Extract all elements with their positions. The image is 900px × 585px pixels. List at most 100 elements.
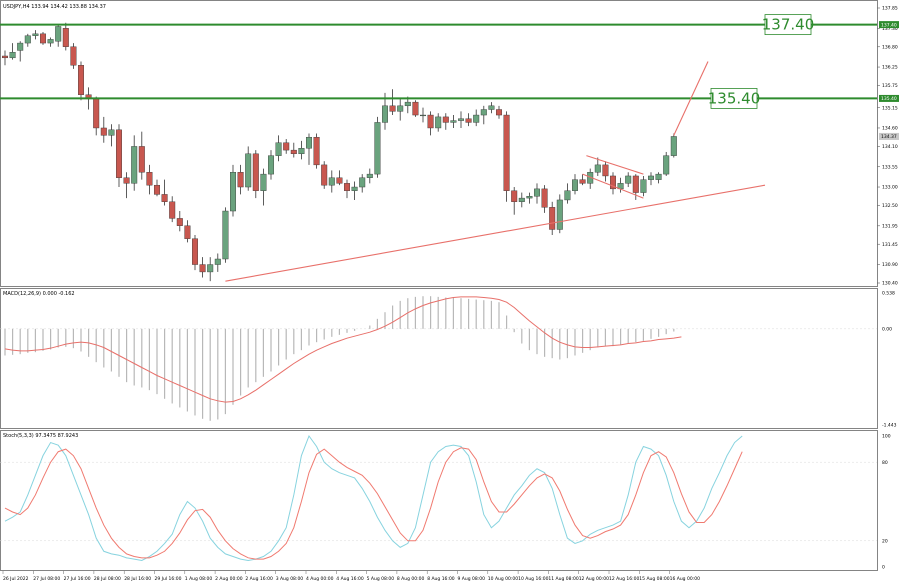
bullish-candle bbox=[670, 136, 677, 156]
price-tick-label: 133.00 bbox=[882, 185, 898, 191]
bearish-candle bbox=[503, 114, 510, 191]
stoch-tick-label: 0 bbox=[882, 565, 885, 571]
level-label: 135.40 bbox=[708, 89, 761, 107]
time-axis-label: 10 Aug 16:00 bbox=[518, 576, 548, 582]
bullish-candle bbox=[55, 26, 62, 42]
macd-tick-label: 0.00 bbox=[882, 326, 892, 332]
time-axis-label: 2 Aug 00:00 bbox=[215, 576, 243, 582]
bearish-candle bbox=[252, 153, 259, 191]
time-axis-label: 27 Jul 08:00 bbox=[33, 576, 60, 582]
bullish-candle bbox=[24, 35, 31, 44]
bearish-candle bbox=[389, 105, 396, 112]
current-price-label: 134.37 bbox=[881, 134, 897, 140]
bearish-candle bbox=[161, 194, 168, 202]
level-price-tag bbox=[879, 21, 899, 29]
bearish-candle bbox=[465, 118, 472, 123]
price-tick-label: 130.40 bbox=[882, 281, 898, 287]
time-axis-label: 26 Jul 2022 bbox=[3, 576, 29, 582]
time-axis-label: 8 Aug 00:00 bbox=[397, 576, 425, 582]
bearish-candle bbox=[496, 109, 503, 116]
bearish-candle bbox=[549, 207, 556, 230]
bearish-candle bbox=[62, 28, 69, 47]
bullish-candle bbox=[640, 179, 647, 193]
time-axis-label: 4 Aug 00:00 bbox=[306, 576, 334, 582]
time-axis-label: 28 Jul 08:00 bbox=[94, 576, 121, 582]
stoch-tick-label: 80 bbox=[882, 460, 888, 466]
bearish-candle bbox=[579, 179, 586, 184]
time-axis-label: 29 Jul 16:00 bbox=[155, 576, 182, 582]
level-label-box bbox=[710, 88, 758, 109]
main-chart-title: USDJPY,H4 133.94 134.42 133.88 134.37 bbox=[3, 4, 106, 10]
price-tick-label: 131.45 bbox=[882, 242, 898, 248]
time-axis-label: 8 Aug 16:00 bbox=[427, 576, 455, 582]
bearish-candle bbox=[191, 238, 198, 265]
price-tick-label: 132.50 bbox=[882, 203, 898, 209]
bullish-candle bbox=[268, 155, 275, 175]
time-axis-label: 5 Aug 08:00 bbox=[367, 576, 395, 582]
bullish-candle bbox=[518, 197, 525, 202]
bullish-candle bbox=[564, 190, 571, 201]
bullish-candle bbox=[374, 122, 381, 175]
bearish-candle bbox=[541, 188, 548, 208]
bearish-candle bbox=[199, 264, 206, 273]
bullish-candle bbox=[108, 129, 115, 136]
time-axis-label: 4 Aug 16:00 bbox=[336, 576, 364, 582]
level-label: 137.40 bbox=[762, 16, 815, 34]
level-price-tag-label: 135.40 bbox=[881, 96, 897, 102]
bullish-candle bbox=[32, 33, 39, 36]
bearish-candle bbox=[321, 164, 328, 186]
bullish-candle bbox=[480, 109, 487, 116]
bullish-candle bbox=[450, 120, 457, 123]
macd-title: MACD(12,26,9) 0.000 -0.162 bbox=[3, 291, 75, 297]
bullish-candle bbox=[526, 196, 533, 199]
flag-lower bbox=[582, 173, 644, 199]
bullish-candle bbox=[594, 164, 601, 173]
bullish-candle bbox=[298, 148, 305, 155]
bearish-candle bbox=[2, 55, 8, 59]
price-tick-label: 133.55 bbox=[882, 164, 898, 170]
time-axis-label: 3 Aug 08:00 bbox=[276, 576, 304, 582]
bearish-candle bbox=[290, 149, 297, 155]
time-axis-label: 11 Aug 08:00 bbox=[548, 576, 578, 582]
price-tick-label: 137.30 bbox=[882, 26, 898, 32]
time-axis-label: 9 Aug 08:00 bbox=[458, 576, 486, 582]
bullish-candle bbox=[556, 199, 563, 230]
bearish-candle bbox=[115, 129, 122, 178]
bullish-candle bbox=[655, 173, 662, 180]
macd-tick-label: -1.443 bbox=[882, 423, 897, 429]
time-axis-label: 15 Aug 08:00 bbox=[639, 576, 669, 582]
main-chart-panel bbox=[0, 0, 878, 287]
bearish-candle bbox=[184, 225, 191, 239]
bullish-candle bbox=[625, 175, 632, 184]
stochastic-panel bbox=[0, 430, 878, 571]
bullish-candle bbox=[473, 114, 480, 123]
stoch-tick-label: 20 bbox=[882, 538, 888, 544]
bearish-candle bbox=[344, 183, 351, 191]
bullish-candle bbox=[275, 142, 282, 156]
time-axis-label: 28 Jul 16:00 bbox=[124, 576, 151, 582]
stoch-signal-line bbox=[4, 447, 743, 560]
time-axis-label: 2 Aug 16:00 bbox=[245, 576, 273, 582]
bullish-candle bbox=[435, 116, 442, 129]
bearish-candle bbox=[123, 177, 130, 184]
bearish-candle bbox=[632, 175, 639, 193]
bearish-candle bbox=[237, 172, 244, 188]
bearish-candle bbox=[153, 184, 160, 195]
bullish-candle bbox=[260, 173, 267, 191]
bullish-candle bbox=[382, 105, 389, 123]
bullish-candle bbox=[572, 179, 579, 191]
bearish-candle bbox=[511, 190, 518, 202]
bearish-candle bbox=[427, 114, 434, 129]
bullish-candle bbox=[404, 101, 411, 107]
time-axis-label: 10 Aug 00:00 bbox=[488, 576, 518, 582]
bullish-candle bbox=[214, 258, 221, 265]
bullish-candle bbox=[222, 210, 229, 260]
bearish-candle bbox=[146, 172, 153, 186]
bullish-candle bbox=[351, 186, 358, 191]
projection-arrow bbox=[673, 61, 709, 136]
bullish-candle bbox=[131, 146, 138, 184]
price-tick-label: 137.85 bbox=[882, 6, 898, 12]
bullish-candle bbox=[366, 173, 373, 178]
bearish-candle bbox=[602, 164, 609, 177]
bullish-candle bbox=[207, 264, 214, 273]
